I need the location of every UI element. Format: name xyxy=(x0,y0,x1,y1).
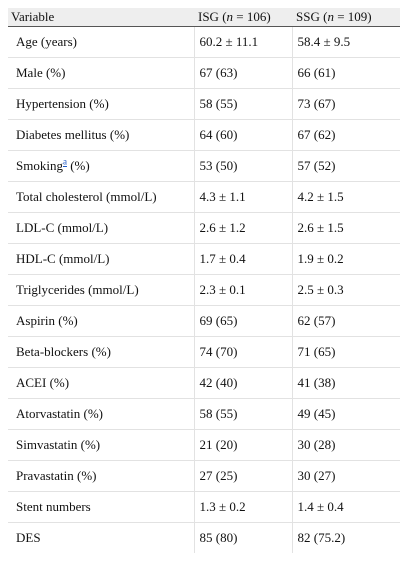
cell-isg: 69 (65) xyxy=(194,305,293,337)
cell-ssg: 73 (67) xyxy=(292,88,400,120)
header-isg: ISG (n = 106) xyxy=(194,8,292,27)
table-row: Diabetes mellitus (%) 64 (60) 67 (62) xyxy=(8,119,400,151)
cell-variable: Triglycerides (mmol/L) xyxy=(8,274,195,306)
table-row: Beta-blockers (%) 74 (70) 71 (65) xyxy=(8,336,400,368)
cell-variable: Simvastatin (%) xyxy=(8,429,195,461)
table-row: ACEI (%) 42 (40) 41 (38) xyxy=(8,367,400,399)
header-isg-n: n xyxy=(226,9,234,24)
table-header: Variable ISG (n = 106) SSG (n = 109) xyxy=(8,8,400,27)
smoking-unit: (%) xyxy=(66,158,90,173)
cell-ssg: 4.2 ± 1.5 xyxy=(292,181,400,213)
cell-ssg: 2.5 ± 0.3 xyxy=(292,274,400,306)
table-row: HDL-C (mmol/L) 1.7 ± 0.4 1.9 ± 0.2 xyxy=(8,243,400,275)
cell-ssg: 62 (57) xyxy=(292,305,400,337)
cell-isg: 1.3 ± 0.2 xyxy=(194,491,293,523)
cell-isg: 58 (55) xyxy=(194,398,293,430)
cell-ssg: 58.4 ± 9.5 xyxy=(292,26,400,58)
cell-variable: HDL-C (mmol/L) xyxy=(8,243,195,275)
cell-variable: ACEI (%) xyxy=(8,367,195,399)
table-row: Age (years) 60.2 ± 11.1 58.4 ± 9.5 xyxy=(8,26,400,58)
cell-ssg: 30 (28) xyxy=(292,429,400,461)
cell-variable: Aspirin (%) xyxy=(8,305,195,337)
cell-variable: DES xyxy=(8,522,195,553)
cell-variable: Male (%) xyxy=(8,57,195,89)
table-body: Age (years) 60.2 ± 11.1 58.4 ± 9.5 Male … xyxy=(8,26,400,553)
cell-variable: Total cholesterol (mmol/L) xyxy=(8,181,195,213)
table-row: Atorvastatin (%) 58 (55) 49 (45) xyxy=(8,398,400,430)
cell-ssg: 30 (27) xyxy=(292,460,400,492)
cell-isg: 64 (60) xyxy=(194,119,293,151)
cell-variable: Stent numbers xyxy=(8,491,195,523)
header-ssg-n: n xyxy=(327,9,334,24)
table-row: LDL-C (mmol/L) 2.6 ± 1.2 2.6 ± 1.5 xyxy=(8,212,400,244)
cell-isg: 2.6 ± 1.2 xyxy=(194,212,293,244)
header-ssg: SSG (n = 109) xyxy=(292,8,400,27)
cell-ssg: 49 (45) xyxy=(292,398,400,430)
cell-variable: Hypertension (%) xyxy=(8,88,195,120)
cell-variable: Atorvastatin (%) xyxy=(8,398,195,430)
cell-ssg: 82 (75.2) xyxy=(297,530,346,545)
table-row: Simvastatin (%) 21 (20) 30 (28) xyxy=(8,429,400,461)
table-row: Hypertension (%) 58 (55) 73 (67) xyxy=(8,88,400,120)
cell-ssg: 67 (62) xyxy=(292,119,400,151)
header-isg-prefix: ISG ( xyxy=(198,9,227,24)
table-row: DES 85 (80) 82 (75.2) xyxy=(8,522,400,553)
baseline-characteristics-table: Variable ISG (n = 106) SSG (n = 109) Age… xyxy=(8,8,400,553)
cell-variable: Smokinga (%) xyxy=(8,150,195,182)
cell-isg: 67 (63) xyxy=(194,57,293,89)
cell-ssg: 2.6 ± 1.5 xyxy=(292,212,400,244)
cell-ssg: 1.9 ± 0.2 xyxy=(292,243,400,275)
cell-isg: 4.3 ± 1.1 xyxy=(194,181,293,213)
cell-ssg: 1.4 ± 0.4 xyxy=(292,491,400,523)
cell-isg: 58 (55) xyxy=(194,88,293,120)
cell-isg: 21 (20) xyxy=(194,429,293,461)
cell-isg: 74 (70) xyxy=(194,336,293,368)
cell-ssg: 66 (61) xyxy=(292,57,400,89)
table-row: Pravastatin (%) 27 (25) 30 (27) xyxy=(8,460,400,492)
cell-isg: 1.7 ± 0.4 xyxy=(194,243,293,275)
table-row: Total cholesterol (mmol/L) 4.3 ± 1.1 4.2… xyxy=(8,181,400,213)
cell-variable: LDL-C (mmol/L) xyxy=(8,212,195,244)
cell-variable: Pravastatin (%) xyxy=(8,460,195,492)
cell-ssg: 57 (52) xyxy=(292,150,400,182)
cell-variable: Diabetes mellitus (%) xyxy=(8,119,195,151)
cell-isg: 42 (40) xyxy=(194,367,293,399)
table-row: Stent numbers 1.3 ± 0.2 1.4 ± 0.4 xyxy=(8,491,400,523)
cell-isg: 85 (80) xyxy=(194,522,293,553)
table-row: Smokinga (%) 53 (50) 57 (52) xyxy=(8,150,400,182)
cell-isg: 27 (25) xyxy=(194,460,293,492)
cell-ssg: 71 (65) xyxy=(292,336,400,368)
header-row: Variable ISG (n = 106) SSG (n = 109) xyxy=(8,8,400,27)
header-variable: Variable xyxy=(8,8,194,27)
cell-variable: Beta-blockers (%) xyxy=(8,336,195,368)
cell-isg: 2.3 ± 0.1 xyxy=(194,274,293,306)
cell-ssg: 41 (38) xyxy=(292,367,400,399)
header-isg-suffix: = 106) xyxy=(233,9,271,24)
footnote-link[interactable]: a xyxy=(62,156,67,167)
table-row: Triglycerides (mmol/L) 2.3 ± 0.1 2.5 ± 0… xyxy=(8,274,400,306)
table-row: Aspirin (%) 69 (65) 62 (57) xyxy=(8,305,400,337)
smoking-label: Smoking xyxy=(16,158,63,173)
cell-variable: Age (years) xyxy=(8,26,195,58)
cell-isg: 53 (50) xyxy=(194,150,293,182)
cell-isg: 60.2 ± 11.1 xyxy=(194,26,293,58)
header-ssg-prefix: SSG ( xyxy=(296,9,328,24)
table-row: Male (%) 67 (63) 66 (61) xyxy=(8,57,400,89)
header-ssg-suffix: = 109) xyxy=(333,9,372,24)
